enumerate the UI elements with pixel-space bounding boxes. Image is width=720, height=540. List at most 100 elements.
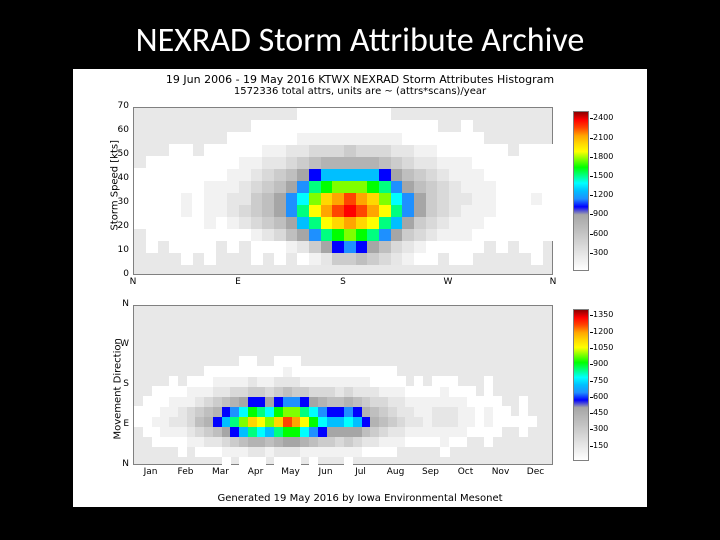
heatmap-cell (437, 156, 449, 169)
heatmap-cell (169, 204, 181, 217)
heatmap-cell (192, 192, 204, 205)
heatmap-cell (414, 240, 426, 253)
heatmap-cell (437, 132, 449, 145)
heatmap-cell (216, 180, 228, 193)
heatmap-cell (204, 144, 216, 157)
heatmap-cell (309, 144, 321, 157)
top-heatmap (133, 107, 553, 275)
heatmap-cell (297, 120, 309, 133)
heatmap-cell (507, 204, 519, 217)
heatmap-cell (449, 180, 461, 193)
heatmap-cell (274, 120, 286, 133)
heatmap-cell (157, 228, 169, 241)
colorbar-tick: 750 (593, 376, 608, 385)
heatmap-cell (169, 168, 181, 181)
heatmap-cell (391, 168, 403, 181)
heatmap-cell (274, 168, 286, 181)
heatmap-cell (181, 228, 193, 241)
heatmap-cell (181, 204, 193, 217)
heatmap-cell (402, 180, 414, 193)
heatmap-cell (297, 108, 309, 121)
heatmap-cell (542, 156, 554, 169)
heatmap-cell (309, 216, 321, 229)
heatmap-cell (461, 132, 473, 145)
heatmap-cell (239, 192, 251, 205)
heatmap-cell (321, 108, 333, 121)
xtick-label: N (118, 277, 148, 287)
heatmap-cell (321, 192, 333, 205)
heatmap-cell (251, 240, 263, 253)
heatmap-cell (297, 132, 309, 145)
heatmap-cell (274, 192, 286, 205)
heatmap-cell (251, 192, 263, 205)
heatmap-cell (286, 168, 298, 181)
heatmap-cell (496, 192, 508, 205)
heatmap-cell (379, 252, 391, 265)
heatmap-cell (449, 132, 461, 145)
colorbar-tick: 900 (593, 209, 608, 218)
heatmap-cell (344, 216, 356, 229)
heatmap-cell (309, 108, 321, 121)
heatmap-cell (519, 406, 528, 417)
heatmap-cell (309, 168, 321, 181)
heatmap-cell (496, 180, 508, 193)
heatmap-cell (461, 144, 473, 157)
heatmap-cell (356, 228, 368, 241)
heatmap-cell (391, 252, 403, 265)
heatmap-cell (531, 216, 543, 229)
heatmap-cell (542, 204, 554, 217)
heatmap-cell (426, 156, 438, 169)
heatmap-cell (461, 216, 473, 229)
heatmap-cell (367, 252, 379, 265)
heatmap-cell (426, 180, 438, 193)
heatmap-cell (449, 376, 458, 387)
heatmap-cell (449, 216, 461, 229)
heatmap-cell (414, 192, 426, 205)
heatmap-cell (321, 144, 333, 157)
heatmap-cell (321, 168, 333, 181)
heatmap-cell (402, 168, 414, 181)
heatmap-cell (251, 156, 263, 169)
heatmap-cell (251, 228, 263, 241)
heatmap-cell (157, 192, 169, 205)
heatmap-cell (458, 436, 467, 447)
xtick-label: Oct (451, 467, 481, 477)
heatmap-cell (239, 168, 251, 181)
heatmap-cell (379, 180, 391, 193)
heatmap-cell (332, 144, 344, 157)
heatmap-cell (379, 216, 391, 229)
heatmap-cell (397, 376, 406, 387)
xtick-label: Nov (486, 467, 516, 477)
heatmap-cell (507, 156, 519, 169)
heatmap-cell (251, 216, 263, 229)
heatmap-cell (321, 216, 333, 229)
heatmap-cell (146, 204, 158, 217)
heatmap-cell (531, 156, 543, 169)
heatmap-cell (239, 156, 251, 169)
heatmap-cell (391, 156, 403, 169)
heatmap-cell (146, 156, 158, 169)
xtick-label: Apr (241, 467, 271, 477)
xtick-label: Aug (381, 467, 411, 477)
heatmap-cell (251, 204, 263, 217)
heatmap-cell (157, 180, 169, 193)
heatmap-cell (472, 228, 484, 241)
heatmap-cell (227, 228, 239, 241)
xtick-label: Mar (206, 467, 236, 477)
heatmap-cell (496, 228, 508, 241)
heatmap-cell (227, 168, 239, 181)
heatmap-cell (502, 406, 511, 417)
heatmap-cell (542, 216, 554, 229)
heatmap-cell (274, 252, 286, 265)
heatmap-cell (449, 156, 461, 169)
heatmap-cell (262, 216, 274, 229)
bottom-subplot: Movement Direction NESWN JanFebMarAprMay… (133, 305, 553, 465)
heatmap-cell (391, 192, 403, 205)
heatmap-cell (472, 144, 484, 157)
heatmap-cell (262, 228, 274, 241)
heatmap-cell (402, 204, 414, 217)
heatmap-cell (344, 180, 356, 193)
heatmap-cell (496, 204, 508, 217)
heatmap-cell (332, 132, 344, 145)
heatmap-cell (367, 156, 379, 169)
